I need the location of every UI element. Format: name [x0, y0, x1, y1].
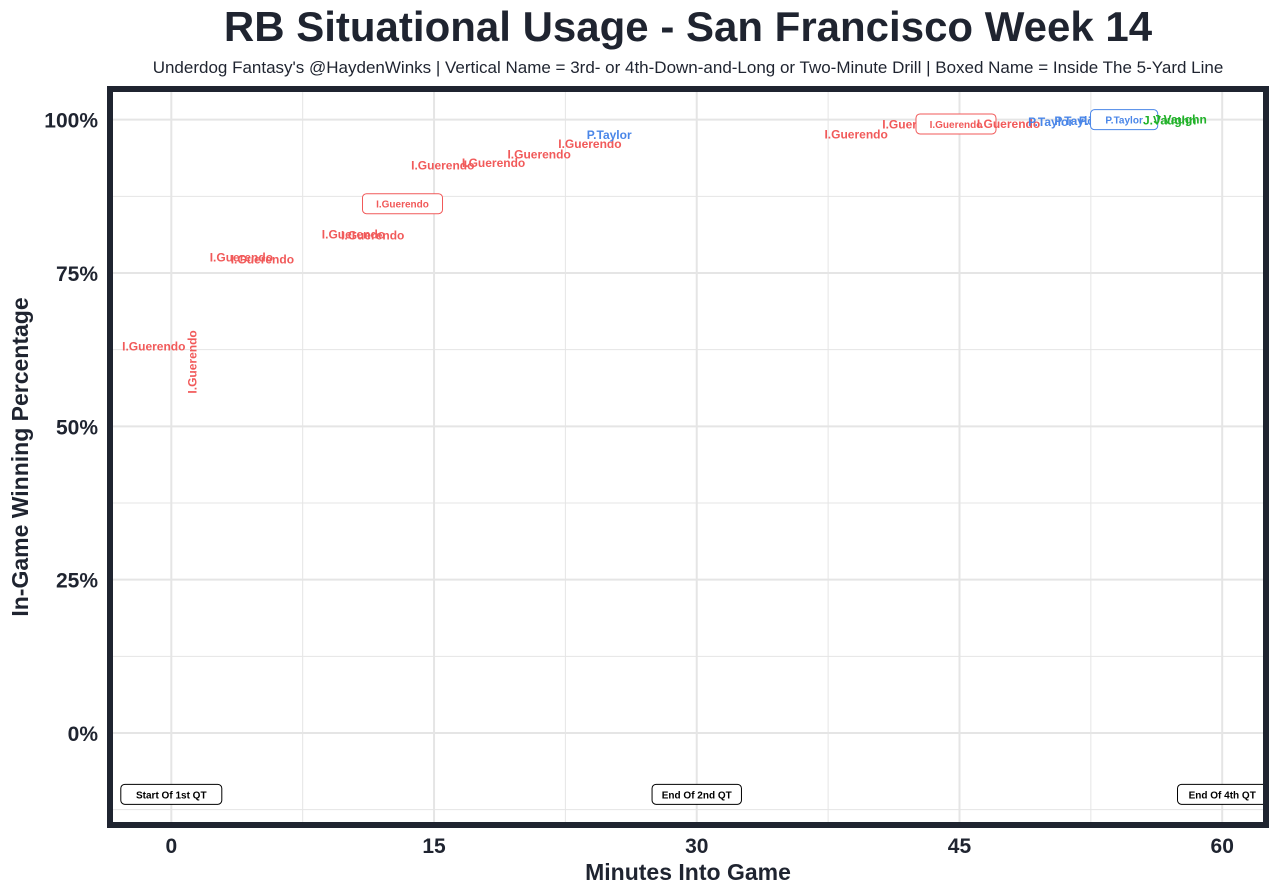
point-label: I.Guerendo [507, 148, 570, 162]
y-tick-label: 50% [56, 416, 98, 439]
point-label: P.Taylor [1105, 116, 1143, 127]
quarter-marker: Start Of 1st QT [120, 783, 223, 805]
point-label: I.Guerendo [231, 253, 294, 267]
quarter-marker: End Of 4th QT [1177, 783, 1268, 805]
quarter-marker: End Of 2nd QT [651, 783, 742, 805]
plot-frame [107, 86, 1269, 828]
point-label: P.Taylor [1054, 114, 1099, 128]
point-label: P.Taylor [587, 128, 632, 142]
point-label: I.Guerendo [930, 120, 983, 131]
axis-ticks: 0 15 30 45 60 0% 25% 50% 75% 100% [44, 110, 1234, 858]
chart-title: RB Situational Usage - San Francisco Wee… [224, 3, 1153, 50]
point-label-boxed: I.Guerendo [915, 113, 997, 135]
x-tick-label: 45 [948, 835, 972, 858]
point-label-vertical: I.Guerendo [185, 330, 199, 393]
y-tick-label: 0% [68, 723, 99, 746]
point-label: I.Guerendo [824, 127, 887, 141]
point-label: I.Guerendo [462, 156, 525, 170]
x-tick-label: 0 [165, 835, 177, 858]
x-tick-label: 30 [685, 835, 708, 858]
point-box [362, 193, 444, 215]
point-label: J.Vaughn [1154, 113, 1207, 127]
point-label-boxed: P.Taylor [1090, 109, 1159, 131]
point-box [915, 113, 997, 135]
quarter-marker-label: End Of 2nd QT [662, 790, 732, 801]
y-tick-label: 75% [56, 263, 98, 286]
point-box [1090, 109, 1159, 131]
quarter-marker-label: End Of 4th QT [1189, 790, 1256, 801]
y-axis-title: In-Game Winning Percentage [7, 297, 33, 616]
point-label: I.Guerendo [122, 340, 185, 354]
y-tick-label: 25% [56, 570, 98, 593]
point-label: I.Guerendo [376, 200, 429, 211]
quarter-marker-label: Start Of 1st QT [136, 790, 207, 801]
usage-points: I.Guerendo I.GuerendoI.GuerendoI.Guerendo… [122, 109, 1207, 394]
point-label: J.Vaughn [1143, 113, 1196, 127]
quarter-marker-box [651, 783, 742, 805]
x-tick-label: 60 [1211, 835, 1234, 858]
y-tick-label: 100% [44, 110, 98, 133]
point-label-boxed: I.Guerendo [362, 193, 444, 215]
point-label: I.Guerendo [210, 251, 273, 265]
point-label: I.Guerendo [411, 159, 474, 173]
point-label: I.Guerendo [558, 137, 621, 151]
grid [110, 89, 1266, 825]
chart-subtitle: Underdog Fantasy's @HaydenWinks | Vertic… [153, 58, 1224, 77]
point-label: I.Guerendo [322, 227, 385, 241]
x-axis-title: Minutes Into Game [585, 859, 791, 885]
quarter-markers: Start Of 1st QT End Of 2nd QT End Of 4th Q… [120, 783, 1268, 805]
x-tick-label: 15 [422, 835, 446, 858]
point-label: P.Taylor [1028, 115, 1073, 129]
point-label: I.Guerendo [977, 117, 1040, 131]
point-label: I.Guerendo [341, 229, 404, 243]
quarter-marker-box [120, 783, 223, 805]
